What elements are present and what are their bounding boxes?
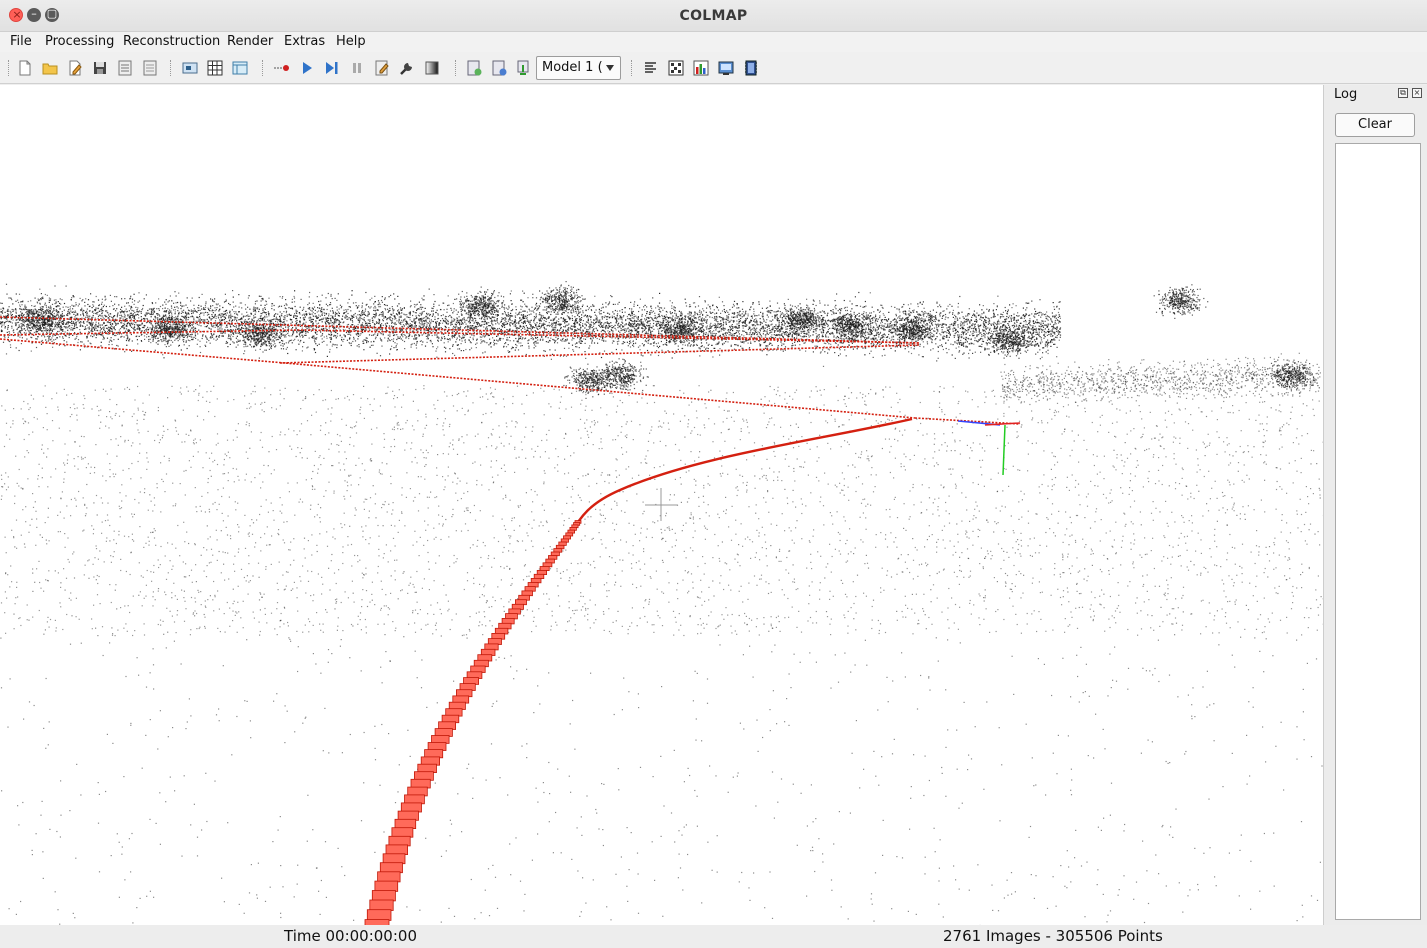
toolbar-separator [262,60,264,76]
y-axis [1002,424,1006,476]
status-bar: Time 00:00:00:00 2761 Images - 305506 Po… [0,925,1427,948]
status-image-point-count: 2761 Images - 305506 Points [943,927,1163,945]
camera-frustum [394,818,417,829]
camera-trajectory [0,316,1021,536]
coordinate-axes [957,420,1021,476]
menu-render[interactable]: Render [227,34,273,49]
menu-reconstruction[interactable]: Reconstruction [123,34,220,49]
maximize-icon: ▢ [45,6,59,22]
camera-frustum [558,541,567,546]
dock-close-button[interactable]: × [1412,88,1422,98]
toolbar-separator [170,60,172,76]
camera-frustum [404,794,425,805]
open-project-icon[interactable] [41,59,59,77]
close-icon: × [10,7,24,23]
minimize-icon: – [27,6,41,22]
camera-frustums [364,520,582,925]
model-statistics-icon[interactable] [692,59,710,77]
toolbar-separator [8,60,10,76]
toolbar-separator [631,60,633,76]
save-project-icon[interactable] [91,59,109,77]
camera-frustum [382,853,406,865]
menu-extras[interactable]: Extras [284,34,325,49]
camera-frustum [539,566,550,571]
camera-frustum [391,827,414,838]
model-select-value: Model 1 ( [542,60,603,75]
camera-frustum [385,844,409,856]
dense-reconstruction-icon[interactable] [423,59,441,77]
camera-frustum [369,899,394,911]
feature-extraction-icon[interactable] [181,59,199,77]
menu-bar: File Processing Reconstruction Render Ex… [0,32,1427,52]
camera-frustum [371,890,396,902]
start-reconstruction-icon[interactable] [298,59,316,77]
database-management-icon[interactable] [231,59,249,77]
menu-help[interactable]: Help [336,34,366,49]
export-model-icon[interactable] [141,59,159,77]
toolbar [0,52,1427,84]
dock-float-button[interactable]: ⧉ [1398,88,1408,98]
render-reset-icon[interactable] [514,59,532,77]
log-icon[interactable] [642,59,660,77]
match-matrix-icon[interactable] [667,59,685,77]
camera-frustum [533,573,545,579]
camera-frustum [400,802,422,813]
log-dock: Log ⧉ × Clear [1323,85,1427,925]
menu-file[interactable]: File [10,34,32,49]
log-text-area[interactable] [1335,143,1421,920]
pause-reconstruction-icon[interactable] [348,59,366,77]
camera-frustum [388,835,411,847]
automatic-reconstruction-icon[interactable] [273,59,291,77]
maximize-window-button[interactable]: ▢ [45,6,59,22]
model-select[interactable]: Model 1 ( [536,56,621,80]
chevron-down-icon [606,65,614,71]
status-time: Time 00:00:00:00 [284,927,417,945]
bundle-adjustment-icon[interactable] [398,59,416,77]
import-model-icon[interactable] [116,59,134,77]
new-project-icon[interactable] [16,59,34,77]
toolbar-separator [455,60,457,76]
feature-matching-icon[interactable] [206,59,224,77]
camera-frustum [377,871,401,883]
view-center-crosshair [645,488,678,521]
camera-frustum [410,778,431,789]
edit-project-icon[interactable] [66,59,84,77]
x-axis [984,422,1021,426]
grab-movie-icon[interactable] [742,59,760,77]
step-reconstruction-icon[interactable] [323,59,341,77]
camera-frustum [366,909,392,921]
point-cloud-canvas[interactable] [0,85,1323,925]
close-window-button[interactable]: × [9,8,23,22]
title-bar: × – ▢ COLMAP [0,0,1427,32]
grab-image-icon[interactable] [717,59,735,77]
menu-processing[interactable]: Processing [45,34,114,49]
render-grab-icon[interactable] [490,59,508,77]
log-dock-title: Log [1334,87,1357,102]
sparse-point-cloud [0,281,1323,925]
window-title: COLMAP [0,8,1427,24]
camera-frustum [374,880,399,892]
reconstruction-options-icon[interactable] [373,59,391,77]
reconstruction-3d-view[interactable] [0,85,1323,925]
render-options-icon[interactable] [465,59,483,77]
clear-log-button[interactable]: Clear [1335,113,1415,137]
minimize-window-button[interactable]: – [27,6,41,22]
camera-frustum [379,862,403,874]
